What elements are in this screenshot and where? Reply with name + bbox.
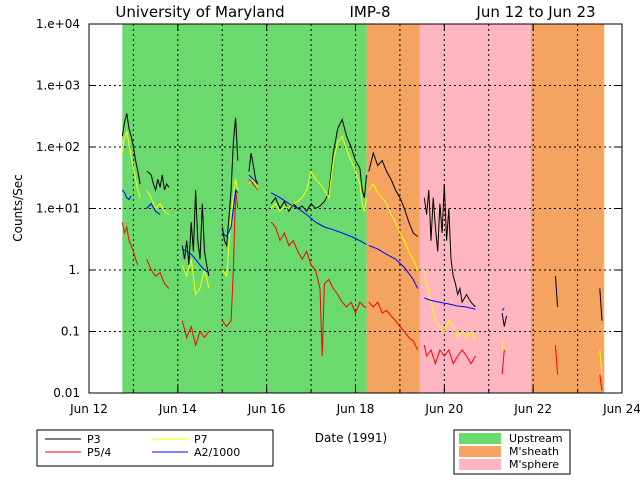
series-line-a2-1000 (368, 245, 419, 289)
series-line-p3 (368, 151, 419, 237)
x-tick-label: Jun 18 (336, 402, 375, 416)
x-tick-label: Jun 24 (602, 402, 640, 416)
series-line-p7 (121, 131, 141, 198)
region-label-m-sphere: M'sphere (509, 458, 559, 471)
y-tick-label: 0.01 (53, 386, 80, 400)
series-line-p3 (221, 117, 239, 248)
y-tick-label: 1. (69, 263, 80, 277)
series-line-a2-1000 (182, 248, 210, 274)
y-tick-label: 1.e+03 (36, 79, 80, 93)
legend-label-p5-4: P5/4 (87, 446, 111, 459)
series-line-p7 (146, 189, 170, 215)
series-line-p5-4 (554, 345, 559, 375)
title-date-range: Jun 12 to Jun 23 (475, 3, 595, 21)
series-line-p3 (501, 312, 507, 327)
series-line-a2-1000 (221, 188, 239, 238)
y-tick-label: 1.e+01 (36, 202, 80, 216)
series-line-p5-4 (368, 301, 419, 351)
series-line-a2-1000 (501, 307, 505, 311)
series-line-p5-4 (121, 222, 139, 266)
chart-title: University of Maryland IMP-8 Jun 12 to J… (115, 3, 595, 21)
series-line-a2-1000 (248, 174, 259, 185)
x-tick-label: Jun 22 (513, 402, 552, 416)
x-tick-label: Jun 12 (69, 402, 108, 416)
grid-lines (89, 24, 622, 393)
region-swatch-m-sphere (459, 459, 501, 470)
series-line-p7 (501, 337, 505, 351)
region-label-m-sheath: M'sheath (509, 445, 559, 458)
series-line-p5-4 (248, 178, 259, 191)
x-axis-ticks: Jun 12 Jun 14 Jun 16 Jun 18 Jun 20 Jun 22 Jun … (69, 24, 640, 416)
title-spacecraft: IMP-8 (349, 3, 390, 21)
series-line-p3 (270, 118, 368, 213)
series-line-p3 (181, 189, 210, 277)
series-line-p5-4 (599, 374, 603, 391)
series-line-p5-4 (221, 189, 239, 328)
x-tick-label: Jun 16 (247, 402, 286, 416)
series-line-a2-1000 (121, 189, 132, 201)
series-line-p7 (221, 179, 239, 278)
series-line-p3 (423, 183, 476, 308)
series-line-p3 (554, 275, 559, 308)
region-band-3 (530, 24, 605, 393)
x-tick-label: Jun 20 (424, 402, 463, 416)
y-axis-ticks: 1.e+04 1.e+03 1.e+02 1.e+01 1. 0.1 0.01 (36, 17, 622, 400)
series-line-p3 (121, 113, 141, 185)
y-tick-label: 1.e+04 (36, 17, 80, 31)
series-line-p7 (270, 135, 368, 213)
series-line-p3 (146, 171, 170, 192)
legend-label-a2-1000: A2/1000 (194, 446, 240, 459)
series-line-p7 (599, 349, 603, 375)
legend-label-p3: P3 (87, 433, 101, 446)
series-line-a2-1000 (146, 202, 161, 215)
series-line-p5-4 (270, 221, 367, 357)
series-line-p5-4 (181, 320, 210, 347)
series-line-p5-4 (146, 259, 170, 289)
x-tick-label: Jun 14 (158, 402, 197, 416)
series-legend-box (36, 429, 274, 467)
series-line-p7 (423, 269, 476, 342)
series-line-p5-4 (501, 349, 505, 375)
region-swatch-m-sheath (459, 446, 501, 457)
y-tick-label: 0.1 (61, 325, 80, 339)
series-line-p3 (248, 152, 259, 185)
series-line-a2-1000 (270, 192, 367, 245)
title-institution: University of Maryland (115, 3, 284, 21)
x-axis-label: Date (1991) (315, 431, 387, 445)
region-swatch-upstream (459, 433, 501, 444)
y-axis-label: Counts/Sec (11, 174, 25, 242)
data-series (121, 113, 603, 391)
legend-label-p7: P7 (194, 433, 208, 446)
series-line-p7 (368, 183, 419, 271)
series-line-p3 (599, 288, 603, 321)
series-line-a2-1000 (424, 297, 476, 310)
series-line-p5-4 (423, 344, 476, 366)
y-tick-label: 1.e+02 (36, 140, 80, 154)
region-label-upstream: Upstream (509, 432, 563, 445)
